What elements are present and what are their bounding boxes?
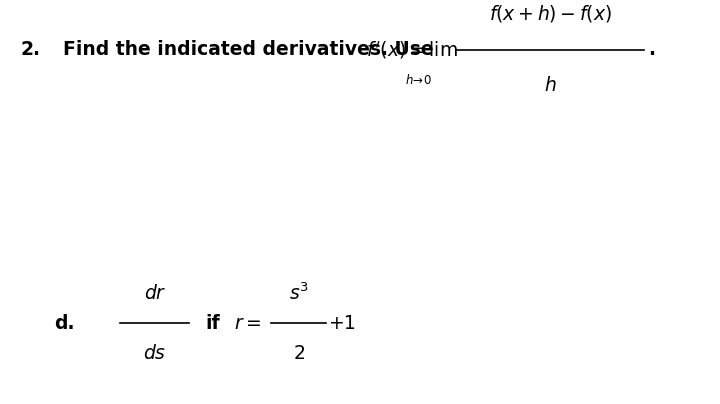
Text: .: . (648, 40, 655, 59)
Text: $ds$: $ds$ (143, 344, 166, 363)
Text: $dr$: $dr$ (143, 284, 166, 303)
Text: if: if (205, 314, 220, 333)
Text: $h$: $h$ (544, 76, 557, 95)
Text: Find the indicated derivatives. Use: Find the indicated derivatives. Use (63, 40, 441, 59)
Text: $r =$: $r =$ (234, 314, 261, 333)
Text: $+1$: $+1$ (328, 314, 356, 333)
Text: $s^3$: $s^3$ (289, 282, 309, 304)
Text: $h\!\rightarrow\!0$: $h\!\rightarrow\!0$ (405, 73, 431, 87)
Text: $2$: $2$ (293, 344, 305, 363)
Text: $f\,'(x) = \lim$: $f\,'(x) = \lim$ (366, 38, 458, 61)
Text: d.: d. (54, 314, 74, 333)
Text: 2.: 2. (20, 40, 40, 59)
Text: $f(x+h)-f(x)$: $f(x+h)-f(x)$ (490, 3, 612, 24)
